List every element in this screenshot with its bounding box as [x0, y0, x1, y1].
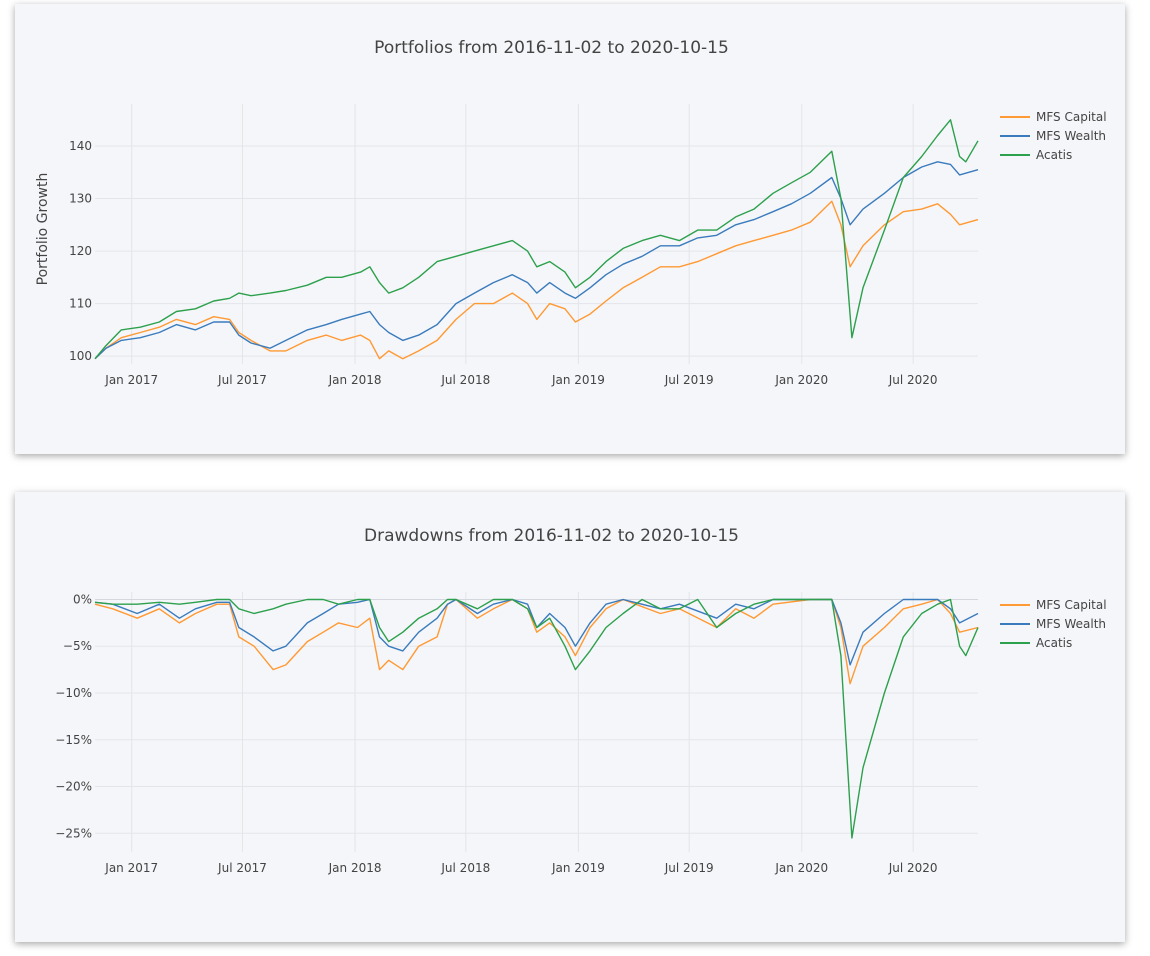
portfolio-legend: MFS Capital MFS Wealth Acatis — [1000, 110, 1107, 162]
portfolio-x-axis: Jan 2017 Jul 2017 Jan 2018 Jul 2018 Jan 2019… — [104, 104, 938, 387]
portfolio-y-tick-label: 110 — [69, 297, 92, 311]
drawdown-y-tick-label: −15% — [55, 733, 92, 747]
drawdown-x-tick-label: Jan 2017 — [104, 861, 158, 875]
portfolio-x-tick-label: Jul 2018 — [440, 373, 490, 387]
portfolio-x-tick-label: Jan 2020 — [774, 373, 828, 387]
drawdown-series-line-acatis[interactable] — [94, 598, 979, 839]
portfolio-series-group — [94, 119, 979, 360]
drawdown-x-tick-label: Jul 2020 — [888, 861, 938, 875]
legend-item-mfs-wealth[interactable]: MFS Wealth — [1000, 129, 1106, 143]
portfolio-chart: Portfolios from 2016-11-02 to 2020-10-15… — [35, 38, 1107, 387]
drawdown-y-tick-label: −25% — [55, 826, 92, 840]
legend-label: Acatis — [1036, 148, 1072, 162]
portfolio-x-tick-label: Jan 2018 — [328, 373, 382, 387]
legend-label: MFS Wealth — [1036, 129, 1106, 143]
portfolio-chart-title: Portfolios from 2016-11-02 to 2020-10-15 — [374, 38, 729, 58]
legend-label: MFS Capital — [1036, 598, 1107, 612]
portfolio-y-tick-label: 120 — [69, 244, 92, 258]
legend-item-mfs-wealth[interactable]: MFS Wealth — [1000, 617, 1106, 631]
portfolio-x-tick-label: Jul 2019 — [664, 373, 714, 387]
drawdown-x-tick-label: Jan 2020 — [774, 861, 828, 875]
drawdown-x-tick-label: Jul 2017 — [217, 861, 267, 875]
portfolio-series-line-mfs-capital[interactable] — [94, 200, 979, 360]
portfolio-x-tick-label: Jul 2020 — [888, 373, 938, 387]
portfolio-y-axis-title: Portfolio Growth — [35, 173, 51, 286]
drawdown-chart-title: Drawdowns from 2016-11-02 to 2020-10-15 — [364, 526, 739, 546]
portfolio-series-line-acatis[interactable] — [94, 119, 979, 360]
drawdown-x-tick-label: Jan 2018 — [328, 861, 382, 875]
legend-label: MFS Wealth — [1036, 617, 1106, 631]
portfolio-x-tick-label: Jan 2017 — [104, 373, 158, 387]
portfolio-series-line-mfs-wealth[interactable] — [94, 161, 979, 360]
drawdown-series-group — [94, 598, 979, 839]
legend-label: Acatis — [1036, 636, 1072, 650]
portfolio-y-axis: 100 110 120 130 140 — [69, 139, 978, 363]
drawdown-x-tick-label: Jan 2019 — [551, 861, 605, 875]
portfolio-y-tick-label: 100 — [69, 349, 92, 363]
legend-item-acatis[interactable]: Acatis — [1000, 636, 1072, 650]
drawdown-legend: MFS Capital MFS Wealth Acatis — [1000, 598, 1107, 650]
portfolio-y-tick-label: 140 — [69, 139, 92, 153]
legend-item-acatis[interactable]: Acatis — [1000, 148, 1072, 162]
drawdown-x-tick-label: Jul 2018 — [440, 861, 490, 875]
portfolio-y-tick-label: 130 — [69, 192, 92, 206]
drawdown-y-tick-label: 0% — [73, 592, 92, 606]
drawdown-chart: Drawdowns from 2016-11-02 to 2020-10-15 J… — [55, 526, 1107, 875]
portfolio-x-tick-label: Jan 2019 — [551, 373, 605, 387]
legend-item-mfs-capital[interactable]: MFS Capital — [1000, 110, 1107, 124]
drawdown-y-tick-label: −10% — [55, 686, 92, 700]
drawdown-x-axis: Jan 2017 Jul 2017 Jan 2018 Jul 2018 Jan 2019… — [104, 592, 938, 875]
portfolio-chart-card: Portfolios from 2016-11-02 to 2020-10-15… — [15, 4, 1125, 454]
drawdown-y-tick-label: −5% — [63, 639, 92, 653]
legend-item-mfs-capital[interactable]: MFS Capital — [1000, 598, 1107, 612]
drawdown-x-tick-label: Jul 2019 — [664, 861, 714, 875]
legend-label: MFS Capital — [1036, 110, 1107, 124]
drawdown-y-tick-label: −20% — [55, 780, 92, 794]
drawdown-chart-card: Drawdowns from 2016-11-02 to 2020-10-15 J… — [15, 492, 1125, 942]
drawdown-y-axis: 0% −5% −10% −15% −20% −25% — [55, 592, 978, 840]
portfolio-x-tick-label: Jul 2017 — [217, 373, 267, 387]
